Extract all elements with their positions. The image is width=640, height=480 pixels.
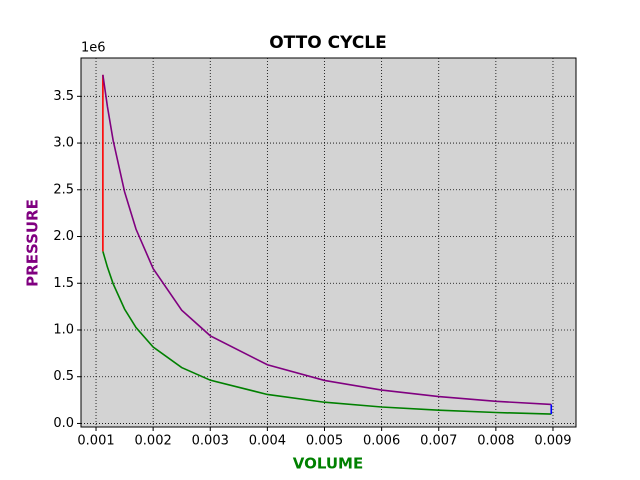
x-axis-label: VOLUME — [293, 455, 363, 473]
x-tick-label: 0.008 — [477, 434, 514, 449]
y-tick-label: 0.0 — [53, 416, 74, 431]
y-tick-label: 0.5 — [53, 369, 74, 384]
y-offset-label: 1e6 — [81, 41, 106, 56]
x-tick-label: 0.004 — [249, 434, 286, 449]
y-tick-label: 3.0 — [53, 136, 74, 151]
x-tick-label: 0.005 — [306, 434, 343, 449]
y-tick-label: 2.5 — [53, 182, 74, 197]
y-tick-label: 1.0 — [53, 322, 74, 337]
chart-title: OTTO CYCLE — [269, 33, 387, 53]
y-tick-label: 2.0 — [53, 229, 74, 244]
cycle-line — [102, 74, 552, 406]
y-tick-label: 3.5 — [53, 89, 74, 104]
x-tick-label: 0.001 — [77, 434, 114, 449]
plot-frame — [80, 57, 577, 428]
x-tick-label: 0.006 — [363, 434, 400, 449]
x-tick-label: 0.007 — [420, 434, 457, 449]
plot-area — [81, 58, 576, 427]
y-axis-label: PRESSURE — [24, 199, 42, 287]
cycle-line — [102, 251, 552, 415]
x-tick-label: 0.002 — [135, 434, 172, 449]
y-tick-label: 1.5 — [53, 276, 74, 291]
x-tick-label: 0.003 — [192, 434, 229, 449]
x-tick-label: 0.009 — [534, 434, 571, 449]
